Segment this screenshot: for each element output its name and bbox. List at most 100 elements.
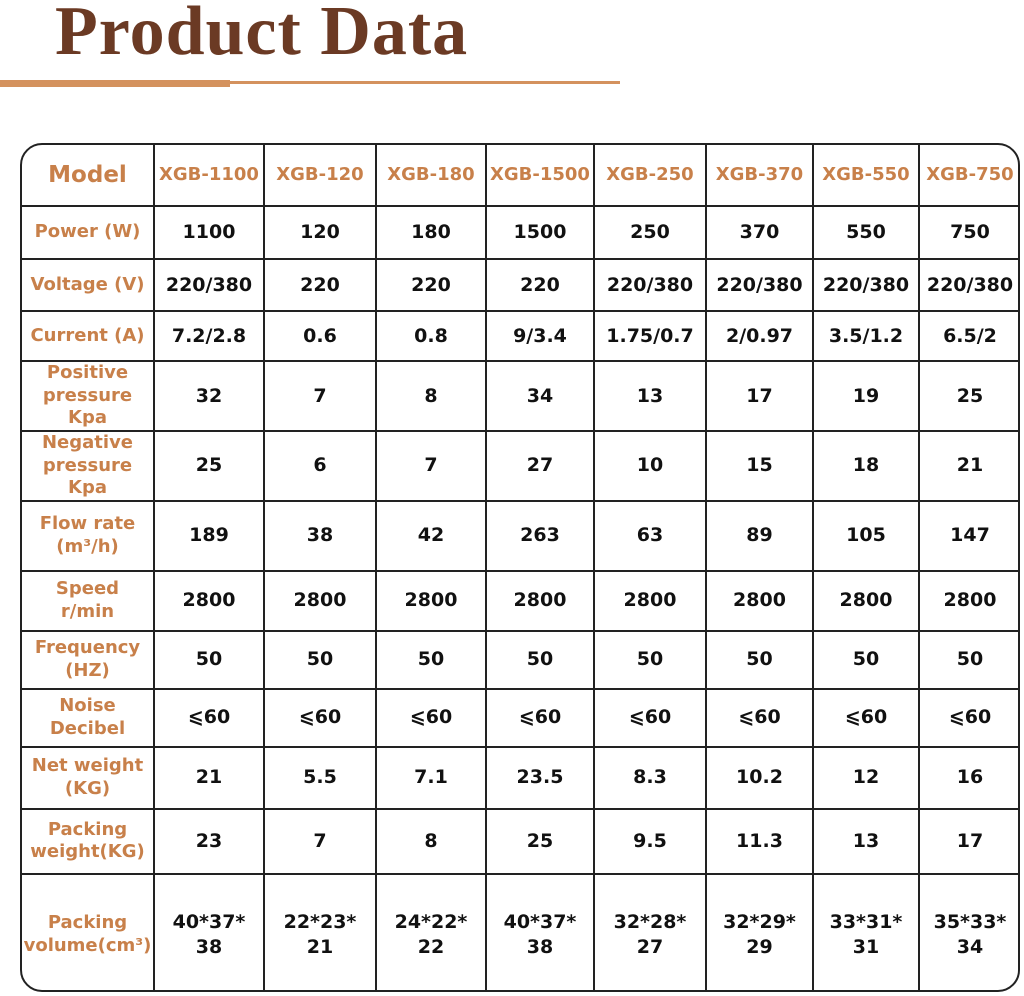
table-cell: 13 (812, 807, 920, 875)
table-cell: 189 (153, 499, 265, 572)
table-cell: ⩽60 (593, 687, 707, 748)
table-cell: 2800 (153, 569, 265, 632)
table-cell: 1.75/0.7 (593, 310, 707, 362)
table-row: Packing weight(KG) 23 7 8 25 9.5 11.3 13 17 (22, 807, 1018, 875)
table-cell: 2800 (375, 569, 487, 632)
table-cell: 2800 (812, 569, 920, 632)
table-cell: 42 (375, 499, 487, 572)
table-cell: 9/3.4 (485, 310, 595, 362)
column-header: XGB-1100 (153, 145, 265, 207)
table-cell: 6 (263, 430, 377, 502)
table-cell: 23.5 (485, 745, 595, 810)
column-header: XGB-370 (705, 145, 814, 207)
table-cell: 24*22* 22 (375, 872, 487, 990)
table-cell: 22*23* 21 (263, 872, 377, 990)
row-label: Power (W) (22, 205, 155, 260)
table-cell: 7 (263, 360, 377, 432)
title-rule (0, 80, 230, 87)
table-cell: 7 (375, 430, 487, 502)
table-cell: 370 (705, 205, 814, 260)
table-row: Current (A) 7.2/2.8 0.6 0.8 9/3.4 1.75/0.7 2/0… (22, 310, 1018, 362)
table-cell: 120 (263, 205, 377, 260)
table-cell: 2800 (593, 569, 707, 632)
table-frame: Model XGB-1100 XGB-120 XGB-180 XGB-1500 XGB-2… (20, 143, 1020, 992)
row-label: Voltage (V) (22, 258, 155, 312)
table-cell: 13 (593, 360, 707, 432)
table-cell: 50 (593, 629, 707, 690)
table-row: Voltage (V) 220/380 220 220 220 220/380 220/38… (22, 258, 1018, 312)
column-header: XGB-250 (593, 145, 707, 207)
table-cell: 33*31* 31 (812, 872, 920, 990)
table-cell: 7 (263, 807, 377, 875)
table-cell: 27 (485, 430, 595, 502)
table-row: Frequency (HZ) 50 50 50 50 50 50 50 50 (22, 629, 1018, 690)
table-cell: 220/380 (812, 258, 920, 312)
table-row: Packing volume(cm³) 40*37* 38 22*23* 21 24*… (22, 872, 1018, 990)
table-cell: 3.5/1.2 (812, 310, 920, 362)
row-label: Negative pressure Kpa (22, 430, 155, 502)
table-cell: 50 (918, 629, 1018, 690)
table-cell: 10.2 (705, 745, 814, 810)
table-row: Power (W) 1100 120 180 1500 250 370 550 750 (22, 205, 1018, 260)
table-cell: 250 (593, 205, 707, 260)
table-cell: 25 (918, 360, 1018, 432)
row-label: Current (A) (22, 310, 155, 362)
table-cell: 10 (593, 430, 707, 502)
table-cell: 220/380 (593, 258, 707, 312)
table-cell: ⩽60 (263, 687, 377, 748)
table-cell: 38 (263, 499, 377, 572)
table-cell: 21 (918, 430, 1018, 502)
table-row: Model XGB-1100 XGB-120 XGB-180 XGB-1500 XGB-2… (22, 145, 1018, 207)
table-cell: 2/0.97 (705, 310, 814, 362)
column-header: XGB-120 (263, 145, 377, 207)
table-row: Net weight (KG) 21 5.5 7.1 23.5 8.3 10.2 12 16 (22, 745, 1018, 810)
table-row: Speed r/min 2800 2800 2800 2800 2800 2800 2800 2… (22, 569, 1018, 632)
column-header: XGB-750 (918, 145, 1018, 207)
table-cell: 50 (375, 629, 487, 690)
table-cell: 220 (263, 258, 377, 312)
table-cell: 40*37* 38 (153, 872, 265, 990)
row-label: Net weight (KG) (22, 745, 155, 810)
table-cell: 7.2/2.8 (153, 310, 265, 362)
table-cell: 50 (153, 629, 265, 690)
table-row: Flow rate (m³/h) 189 38 42 263 63 89 105 147 (22, 499, 1018, 572)
table-cell: 12 (812, 745, 920, 810)
table-cell: 50 (705, 629, 814, 690)
table-cell: 6.5/2 (918, 310, 1018, 362)
table-cell: 1100 (153, 205, 265, 260)
row-label: Flow rate (m³/h) (22, 499, 155, 572)
table-cell: 220/380 (705, 258, 814, 312)
table-cell: 21 (153, 745, 265, 810)
table-cell: 9.5 (593, 807, 707, 875)
page-title: Product Data (55, 0, 469, 70)
table-cell: 147 (918, 499, 1018, 572)
table-cell: 220/380 (918, 258, 1018, 312)
table-cell: 63 (593, 499, 707, 572)
table-cell: 25 (485, 807, 595, 875)
column-header: XGB-180 (375, 145, 487, 207)
row-label: Packing weight(KG) (22, 807, 155, 875)
table-cell: 7.1 (375, 745, 487, 810)
table-cell: 40*37* 38 (485, 872, 595, 990)
table-cell: 5.5 (263, 745, 377, 810)
table-cell: ⩽60 (375, 687, 487, 748)
row-label: Model (22, 145, 155, 207)
table-cell: 263 (485, 499, 595, 572)
table-cell: 2800 (705, 569, 814, 632)
table-cell: 50 (263, 629, 377, 690)
table-cell: ⩽60 (918, 687, 1018, 748)
table-cell: 23 (153, 807, 265, 875)
table-cell: 2800 (485, 569, 595, 632)
row-label: Speed r/min (22, 569, 155, 632)
table-cell: ⩽60 (705, 687, 814, 748)
table-cell: 19 (812, 360, 920, 432)
table-cell: 220/380 (153, 258, 265, 312)
table-cell: 15 (705, 430, 814, 502)
table-cell: 17 (918, 807, 1018, 875)
table-cell: 17 (705, 360, 814, 432)
table-cell: 32*29* 29 (705, 872, 814, 990)
table-cell: 34 (485, 360, 595, 432)
table-cell: 35*33* 34 (918, 872, 1018, 990)
table-cell: 2800 (918, 569, 1018, 632)
